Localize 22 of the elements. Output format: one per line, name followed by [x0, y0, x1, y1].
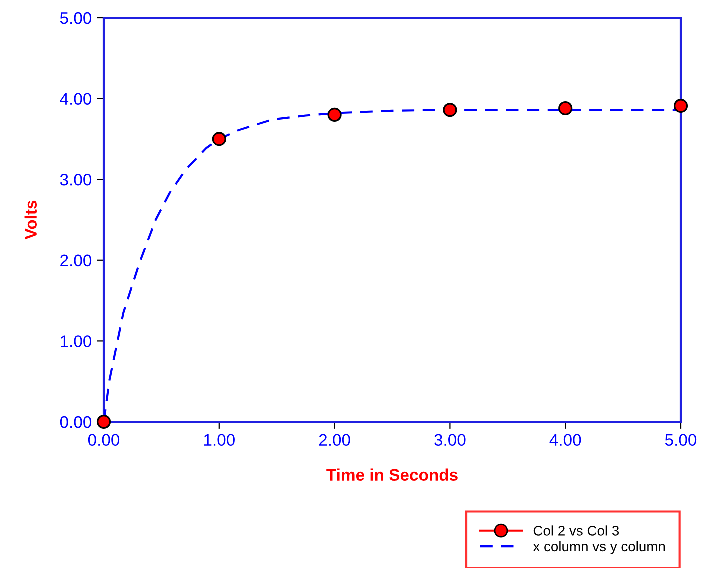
y-axis-title: Volts: [24, 200, 38, 240]
point: [558, 101, 573, 116]
y-tick-label: 1.00: [61, 336, 92, 348]
x-tick-label: 4.00: [550, 434, 582, 446]
y-tick-label: 3.00: [60, 174, 92, 186]
x-tick-label: 3.00: [434, 434, 466, 446]
y-tick-label: 0.00: [60, 416, 92, 428]
point: [674, 99, 688, 114]
legend-label: x column vs y column: [533, 541, 666, 554]
x-tick-label: 0.00: [88, 434, 120, 446]
legend-label: Col 2 vs Col 3: [534, 526, 620, 536]
x-axis-title: Time in Seconds: [326, 468, 458, 482]
point: [212, 132, 226, 146]
y-tick-label: 4.00: [60, 93, 92, 106]
x-tick-label: 5.00: [665, 434, 697, 446]
y-tick-label: 5.00: [60, 12, 92, 24]
x-tick-label: 2.00: [319, 434, 350, 446]
point: [443, 103, 458, 118]
y-tick-label: 2.00: [60, 254, 92, 267]
point: [96, 414, 112, 430]
point: [328, 108, 342, 122]
x-tick-label: 1.00: [204, 434, 235, 446]
